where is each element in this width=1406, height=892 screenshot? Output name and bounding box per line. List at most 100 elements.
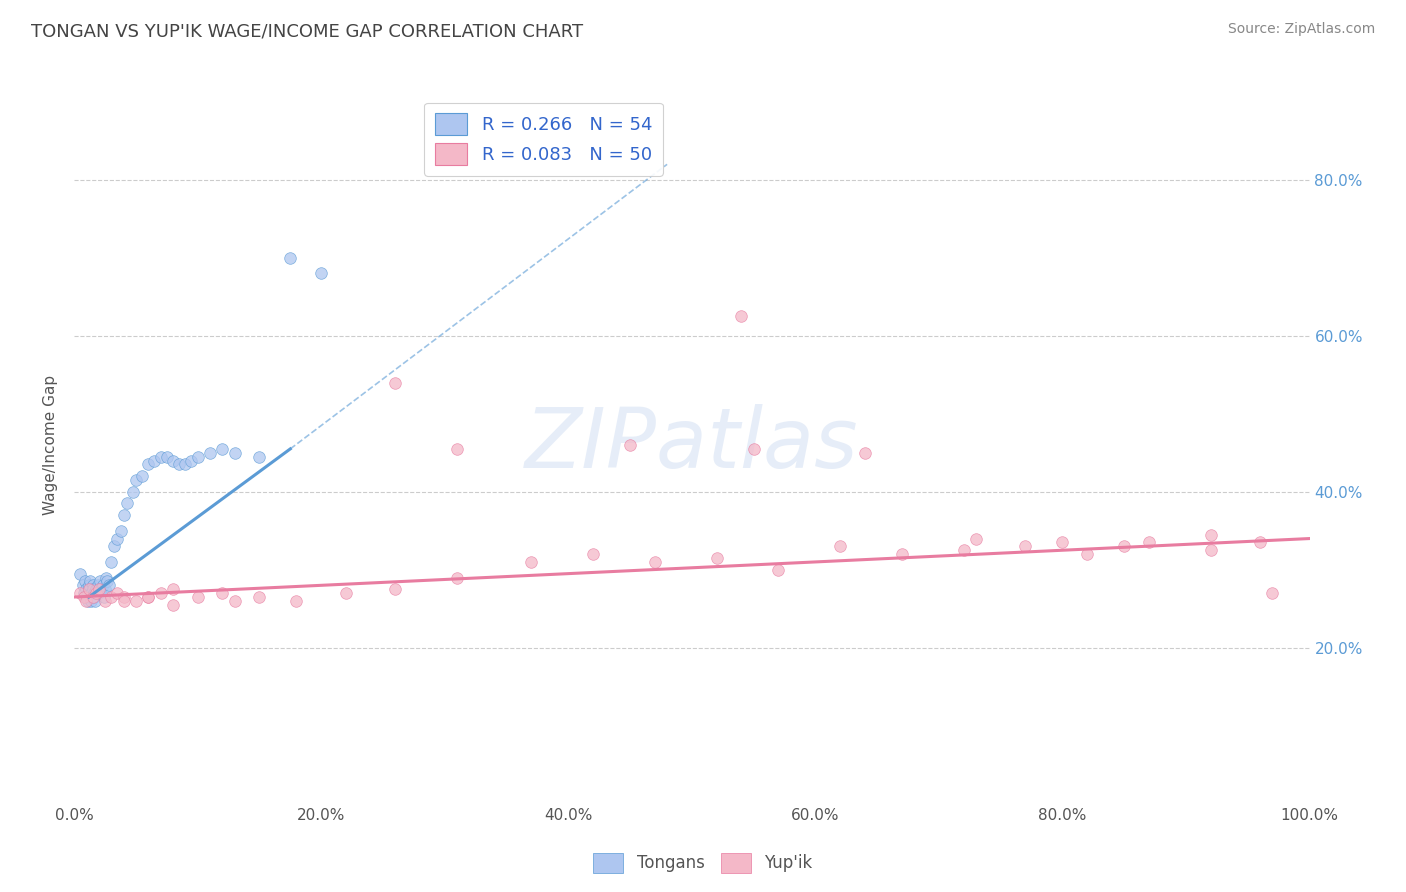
Point [1199,527,1222,541]
Point [69,566,91,581]
Point [1199,543,1222,558]
Point [72,578,94,592]
Point [86,582,108,597]
Point [83,586,105,600]
Point [162,453,184,467]
Point [224,594,246,608]
Point [122,484,145,499]
Point [103,539,125,553]
Point [82,578,104,592]
Legend: Tongans, Yup'ik: Tongans, Yup'ik [586,847,820,880]
Point [75,594,97,608]
Point [384,376,406,390]
Point [952,543,974,558]
Point [520,555,543,569]
Point [110,524,132,538]
Point [80,586,103,600]
Point [76,586,98,600]
Point [247,450,270,464]
Point [1114,539,1136,553]
Point [84,594,107,608]
Point [149,450,172,464]
Point [96,570,118,584]
Point [77,582,100,597]
Point [143,453,166,467]
Point [75,582,97,597]
Y-axis label: Wage/Income Gap: Wage/Income Gap [44,375,58,515]
Point [86,578,108,592]
Point [112,508,135,523]
Point [69,586,91,600]
Point [582,547,605,561]
Point [83,590,105,604]
Point [335,586,357,600]
Text: ZIPatlas: ZIPatlas [524,404,859,485]
Point [75,590,97,604]
Text: TONGAN VS YUP'IK WAGE/INCOME GAP CORRELATION CHART: TONGAN VS YUP'IK WAGE/INCOME GAP CORRELA… [31,22,583,40]
Point [112,590,135,604]
Point [79,574,101,589]
Point [89,574,111,589]
Point [75,574,97,589]
Point [180,453,202,467]
Point [77,578,100,592]
Point [446,442,468,456]
Point [768,563,790,577]
Point [96,574,118,589]
Point [211,442,233,456]
Point [706,551,728,566]
Point [125,594,148,608]
Point [86,586,108,600]
Point [285,594,308,608]
Point [965,532,987,546]
Text: Source: ZipAtlas.com: Source: ZipAtlas.com [1227,22,1375,37]
Point [105,586,128,600]
Point [187,590,209,604]
Point [730,310,752,324]
Point [247,590,270,604]
Point [80,594,103,608]
Point [742,442,765,456]
Point [174,458,197,472]
Point [91,578,114,592]
Point [619,438,641,452]
Point [828,539,851,553]
Point [97,578,120,592]
Point [853,446,876,460]
Point [890,547,912,561]
Point [156,450,179,464]
Point [446,570,468,584]
Point [278,251,301,265]
Point [1249,535,1271,549]
Point [76,594,98,608]
Point [136,590,159,604]
Point [162,582,184,597]
Point [82,582,104,597]
Point [73,590,96,604]
Point [90,582,112,597]
Point [224,446,246,460]
Point [198,446,221,460]
Point [162,598,184,612]
Point [87,586,110,600]
Point [100,590,122,604]
Point [1137,535,1160,549]
Point [1052,535,1074,549]
Point [73,586,96,600]
Point [644,555,666,569]
Point [1014,539,1036,553]
Point [105,532,128,546]
Point [87,582,110,597]
Point [112,594,135,608]
Legend: R = 0.266   N = 54, R = 0.083   N = 50: R = 0.266 N = 54, R = 0.083 N = 50 [425,103,664,176]
Point [211,586,233,600]
Point [100,555,122,569]
Point [1076,547,1098,561]
Point [82,590,104,604]
Point [309,267,332,281]
Point [125,473,148,487]
Point [149,586,172,600]
Point [384,582,406,597]
Point [94,594,117,608]
Point [77,582,100,597]
